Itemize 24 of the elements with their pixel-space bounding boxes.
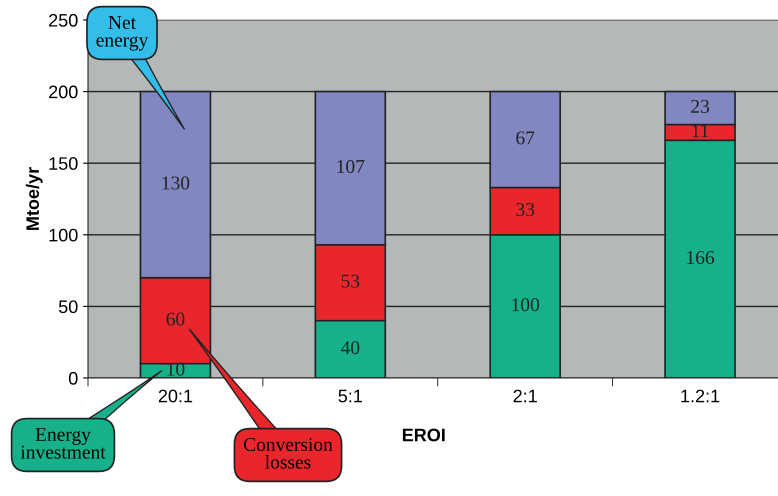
text: Conversion losses <box>244 438 333 469</box>
data-label: 67 <box>516 131 534 144</box>
x-tick-label: 2:1 <box>514 390 537 402</box>
data-label: 100 <box>512 298 540 312</box>
y-tick-label: 200 <box>49 86 78 98</box>
data-label: 60 <box>166 312 184 326</box>
text: Net energy <box>96 16 148 51</box>
x-tick-label: 5:1 <box>338 390 362 402</box>
y-tick-label: 150 <box>50 157 78 170</box>
y-tick-label: 100 <box>50 228 78 242</box>
data-label: 130 <box>162 176 190 190</box>
data-label: 166 <box>687 250 714 264</box>
x-tick-label: 1.2:1 <box>681 390 720 402</box>
y-tick-label: 50 <box>58 300 78 314</box>
x-tick-label: 20:1 <box>158 390 192 402</box>
data-label: 107 <box>337 160 364 174</box>
x-axis-title: EROI <box>402 428 445 442</box>
data-label: 23 <box>691 100 710 113</box>
data-label: 40 <box>340 341 360 354</box>
y-tick-label: 250 <box>49 14 78 27</box>
y-axis-title: Mtoe/yr <box>26 167 43 230</box>
data-label: 53 <box>342 274 360 288</box>
data-label: 11 <box>692 124 708 138</box>
data-label: 33 <box>516 202 534 216</box>
